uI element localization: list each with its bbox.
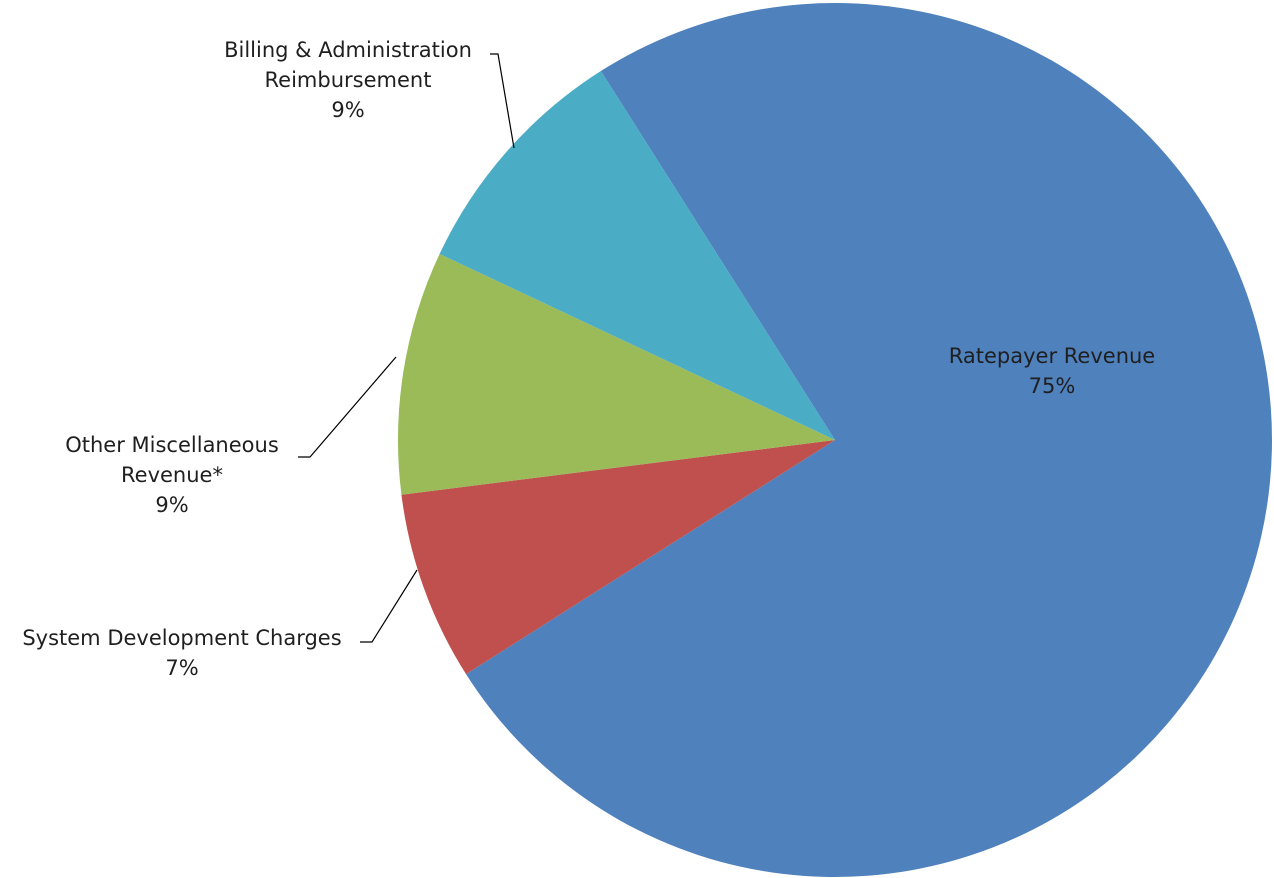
data-labels: Ratepayer Revenue 75% Billing & Administ…: [22, 38, 1155, 680]
leader-lines: [298, 53, 515, 643]
label-billing-pct: 9%: [331, 98, 364, 122]
pie-slice-other: [398, 253, 835, 495]
label-other-line1: Other Miscellaneous: [65, 433, 279, 457]
pie-slice-billing: [439, 71, 835, 440]
label-sdc-pct: 7%: [165, 656, 198, 680]
label-other-pct: 9%: [155, 493, 188, 517]
label-other-line2: Revenue*: [121, 463, 223, 487]
label-billing-line1: Billing & Administration: [224, 38, 472, 62]
label-ratepayer-pct: 75%: [1029, 374, 1076, 398]
label-billing-line2: Reimbursement: [265, 68, 432, 92]
pie-slice-ratepayer: [466, 2, 1272, 877]
label-sdc-name: System Development Charges: [22, 626, 341, 650]
pie-slice-sdc: [401, 440, 835, 675]
leader-line-other: [298, 356, 397, 458]
leader-line-sdc: [360, 569, 418, 643]
leader-line-billing: [490, 53, 515, 149]
pie-slices: [398, 2, 1272, 877]
label-ratepayer-name: Ratepayer Revenue: [949, 344, 1155, 368]
